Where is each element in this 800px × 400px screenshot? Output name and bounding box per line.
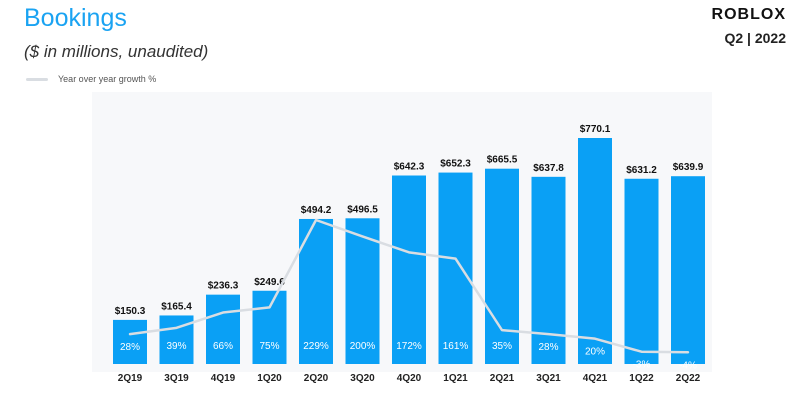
chart-title: Bookings: [24, 4, 127, 32]
bar-value-label: $652.3: [440, 159, 471, 170]
bar: [438, 172, 473, 364]
bar: [578, 138, 612, 364]
x-tick-label: 1Q21: [443, 373, 468, 384]
growth-value-label: 20%: [585, 347, 605, 358]
growth-value-label: -4%: [679, 360, 697, 371]
chart-subtitle: ($ in millions, unaudited): [24, 42, 209, 61]
x-tick-label: 3Q21: [536, 373, 561, 384]
period-label: Q2 | 2022: [724, 30, 786, 46]
growth-value-label: 39%: [166, 341, 186, 352]
growth-value-label: 75%: [259, 341, 279, 352]
legend: Year over year growth %: [26, 72, 156, 86]
bar: [485, 168, 519, 364]
x-tick-label: 3Q20: [350, 373, 375, 384]
x-tick-label: 2Q19: [118, 373, 143, 384]
bar-value-label: $236.3: [208, 281, 239, 292]
x-tick-label: 3Q19: [164, 373, 189, 384]
x-tick-label: 4Q21: [583, 373, 608, 384]
bar-value-label: $631.2: [626, 165, 657, 176]
bar: [252, 290, 287, 364]
bar-value-label: $165.4: [161, 301, 192, 312]
growth-value-label: 35%: [492, 341, 512, 352]
growth-value-label: -3%: [633, 360, 651, 371]
bar: [113, 319, 147, 364]
growth-value-label: 172%: [396, 341, 422, 352]
bar-value-label: $770.1: [580, 124, 611, 135]
growth-value-label: 28%: [120, 342, 140, 353]
growth-value-label: 161%: [443, 341, 469, 352]
bar-value-label: $150.3: [115, 306, 146, 317]
x-tick-label: 1Q22: [629, 373, 654, 384]
x-tick-label: 4Q19: [211, 373, 236, 384]
bar-value-label: $249.6: [254, 277, 285, 288]
x-tick-label: 2Q21: [490, 373, 515, 384]
bar: [345, 218, 380, 364]
growth-value-label: 200%: [350, 341, 376, 352]
x-tick-label: 4Q20: [397, 373, 422, 384]
bar-value-label: $496.5: [347, 204, 378, 215]
legend-label: Year over year growth %: [58, 74, 157, 84]
bar-value-label: $642.3: [394, 162, 425, 173]
x-tick-label: 2Q22: [676, 373, 701, 384]
growth-value-label: 229%: [303, 341, 329, 352]
x-tick-label: 2Q20: [304, 373, 329, 384]
roblox-logo: ROBLOX: [711, 6, 786, 23]
bar: [671, 176, 705, 364]
bar-value-label: $494.2: [301, 205, 332, 216]
bar: [624, 178, 659, 364]
bar: [392, 175, 426, 364]
bar: [206, 294, 240, 364]
bar-value-label: $665.5: [487, 155, 518, 166]
growth-line: [128, 218, 690, 354]
growth-value-label: 28%: [538, 342, 558, 353]
bar-value-label: $639.9: [673, 162, 704, 173]
legend-line-swatch: [26, 77, 48, 81]
bar-value-label: $637.8: [533, 163, 564, 174]
x-tick-label: 1Q20: [257, 373, 282, 384]
growth-value-label: 66%: [213, 341, 233, 352]
